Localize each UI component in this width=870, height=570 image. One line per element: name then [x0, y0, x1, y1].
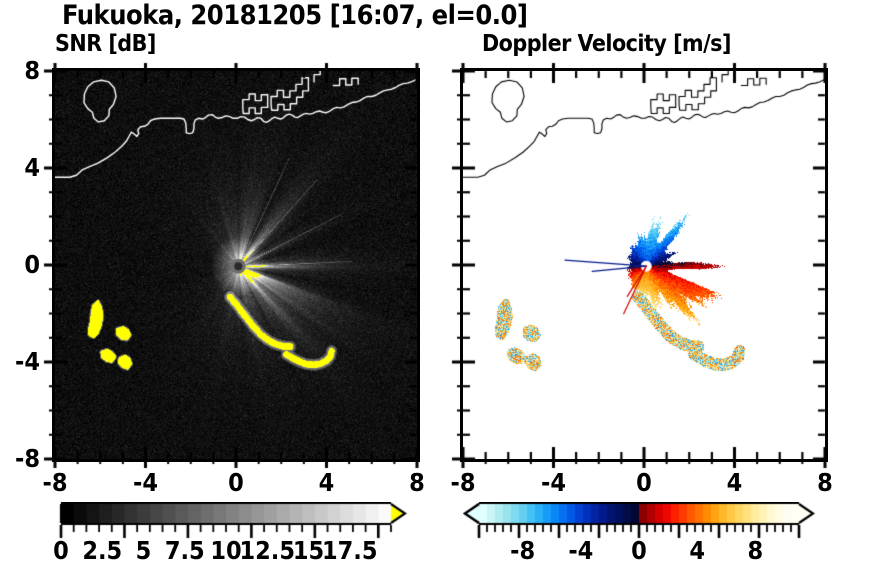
- doppler-colorbar-tick-3: 4: [689, 536, 705, 565]
- snr-colorbar-tick-6: 15: [292, 536, 325, 565]
- doppler-x-tick-0: -8: [450, 468, 476, 497]
- doppler-colorbar-tick-1: -4: [568, 536, 594, 565]
- doppler-x-tick-1: -4: [541, 468, 566, 497]
- doppler-colorbar-tick-2: 0: [631, 536, 647, 565]
- snr-colorbar-tick-1: 2.5: [82, 536, 123, 565]
- snr-colorbar-tick-5: 12.5: [239, 536, 296, 565]
- snr-x-tick-4: 8: [409, 468, 425, 497]
- y-tick-label-neg8: -8: [15, 444, 40, 473]
- panel-subtitle-doppler: Doppler Velocity [m/s]: [482, 31, 731, 57]
- doppler-colorbar-tick-4: 8: [747, 536, 764, 565]
- y-tick-label-8: 8: [24, 56, 40, 85]
- doppler-colorbar: [463, 502, 815, 542]
- y-tick-label-neg4: -4: [15, 347, 40, 376]
- doppler-radar-plot: [460, 68, 828, 462]
- snr-x-tick-1: -4: [133, 468, 158, 497]
- doppler-x-tick-4: 8: [817, 468, 833, 497]
- panel-subtitle-snr: SNR [dB]: [55, 31, 156, 57]
- y-tick-label-4: 4: [24, 153, 40, 182]
- snr-colorbar-tick-0: 0: [53, 536, 69, 565]
- doppler-x-tick-3: 4: [726, 468, 743, 497]
- snr-colorbar-tick-3: 7.5: [164, 536, 205, 565]
- snr-x-tick-0: -8: [42, 468, 68, 497]
- snr-colorbar-tick-2: 5: [135, 536, 152, 565]
- y-tick-label-0: 0: [24, 250, 40, 279]
- snr-colorbar-tick-4: 10: [210, 536, 242, 565]
- snr-radar-plot: [52, 68, 420, 462]
- page-title: Fukuoka, 20181205 [16:07, el=0.0]: [62, 0, 528, 31]
- doppler-colorbar-tick-0: -8: [510, 536, 536, 565]
- snr-x-tick-2: 0: [228, 468, 244, 497]
- snr-colorbar: [55, 502, 407, 542]
- doppler-x-tick-2: 0: [636, 468, 652, 497]
- snr-x-tick-3: 4: [318, 468, 335, 497]
- snr-colorbar-tick-7: 17.5: [322, 536, 378, 565]
